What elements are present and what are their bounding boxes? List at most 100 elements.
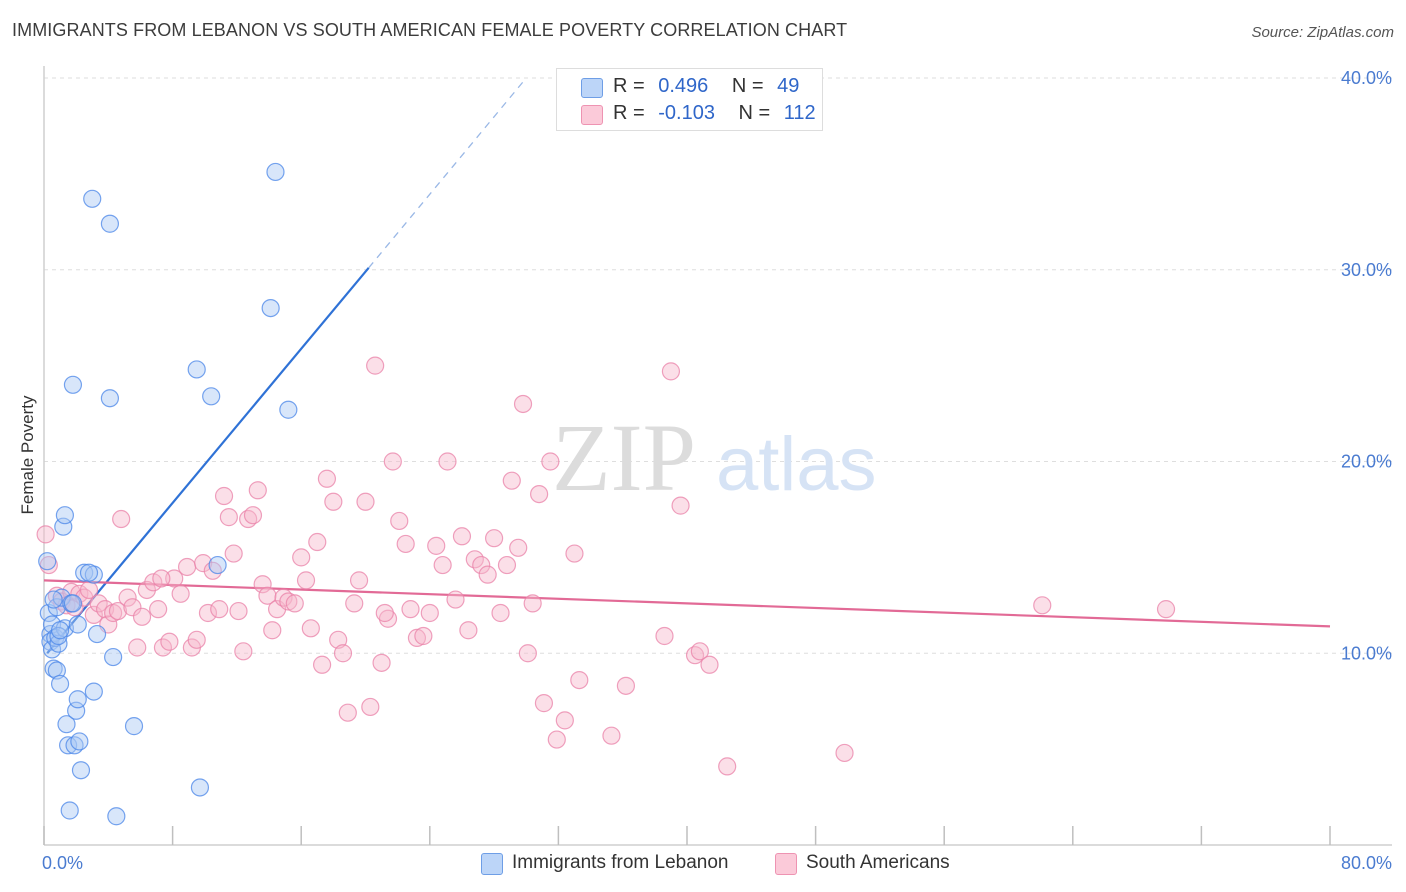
trend-line-extension <box>368 77 527 269</box>
data-point <box>234 642 253 661</box>
trend-line <box>46 267 370 654</box>
data-point <box>547 730 566 749</box>
data-point <box>452 527 472 546</box>
data-point <box>229 601 248 621</box>
data-point <box>279 400 298 419</box>
data-point <box>210 600 229 619</box>
data-point <box>44 590 63 609</box>
data-point <box>690 642 709 661</box>
data-point <box>253 575 272 594</box>
data-point <box>44 659 63 678</box>
data-point <box>57 715 76 734</box>
data-point <box>132 607 152 626</box>
data-point <box>285 594 304 613</box>
y-tick-label: 10.0% <box>1341 643 1392 663</box>
data-point <box>124 717 144 736</box>
data-point <box>502 471 521 490</box>
data-point <box>54 517 73 536</box>
data-point <box>555 711 574 730</box>
data-point <box>194 554 213 573</box>
data-point <box>50 674 70 694</box>
data-point <box>187 630 206 649</box>
data-point <box>187 360 206 379</box>
legend-n-value: 112 <box>783 102 816 124</box>
data-points <box>36 162 1176 826</box>
bottom-legend-label-south-americans: South Americans <box>806 852 950 873</box>
axes <box>43 66 1392 846</box>
data-point <box>1033 596 1052 615</box>
data-point <box>79 563 99 582</box>
data-point <box>420 603 439 623</box>
data-point <box>49 634 68 653</box>
data-point <box>407 628 427 648</box>
data-point <box>401 600 420 619</box>
data-point <box>84 605 103 625</box>
trend-line <box>43 579 1331 628</box>
data-point <box>570 670 589 690</box>
legend-r-label: R = <box>613 102 645 124</box>
data-point <box>202 387 221 406</box>
data-point <box>67 701 86 720</box>
data-point <box>107 807 126 826</box>
data-point <box>602 726 621 745</box>
y-tick-label: 30.0% <box>1341 260 1392 280</box>
data-point <box>329 630 348 649</box>
data-point <box>84 682 103 701</box>
data-point <box>375 603 394 623</box>
data-point <box>55 506 74 525</box>
data-point <box>345 594 364 613</box>
data-point <box>661 362 681 381</box>
data-point <box>356 492 375 511</box>
data-point <box>616 676 636 695</box>
data-point <box>70 732 89 751</box>
data-point <box>671 496 690 515</box>
data-point <box>263 621 282 640</box>
data-point <box>333 644 353 663</box>
data-point <box>497 555 517 575</box>
data-point <box>378 609 398 628</box>
data-point <box>296 571 316 590</box>
gridlines <box>44 77 1392 654</box>
data-point <box>324 492 343 511</box>
trend-lines <box>43 77 1331 654</box>
data-point <box>63 594 83 613</box>
legend-n-label: N = <box>731 75 764 97</box>
bottom-legend-label-lebanon: Immigrants from Lebanon <box>512 852 729 873</box>
data-point <box>485 529 504 548</box>
source-label: Source: ZipAtlas.com <box>1251 24 1394 41</box>
bottom-legend-swatch-lebanon <box>481 853 503 875</box>
data-point <box>83 189 102 208</box>
data-point <box>438 452 457 471</box>
data-point <box>165 569 184 588</box>
data-point <box>214 486 234 506</box>
data-point <box>427 536 446 555</box>
data-point <box>366 356 385 375</box>
data-point <box>71 761 91 780</box>
data-point <box>118 588 137 607</box>
legend-n-label: N = <box>738 102 771 124</box>
data-point <box>190 778 210 797</box>
data-point <box>513 394 533 414</box>
data-point <box>248 481 267 500</box>
data-point <box>68 615 87 634</box>
legend-swatch-lebanon <box>581 78 603 98</box>
data-point <box>308 532 327 552</box>
data-point <box>152 569 171 588</box>
data-point <box>279 592 298 611</box>
y-tick-label: 40.0% <box>1341 68 1392 88</box>
data-point <box>534 694 554 713</box>
data-point <box>446 590 465 609</box>
data-point <box>266 162 285 182</box>
data-point <box>478 565 497 584</box>
legend-n-value: 49 <box>777 75 800 97</box>
data-point <box>565 544 584 563</box>
data-point <box>361 697 380 717</box>
legend-r-value: 0.496 <box>658 75 709 97</box>
data-point <box>224 544 243 563</box>
data-point <box>655 626 674 646</box>
tick-labels: 10.0% 20.0% 30.0% 40.0% 0.0% 80.0% <box>42 68 1392 873</box>
data-point <box>509 538 528 557</box>
data-point <box>219 508 238 527</box>
data-point <box>100 214 120 233</box>
